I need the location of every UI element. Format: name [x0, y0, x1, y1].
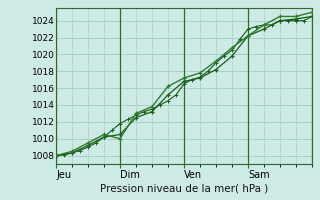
- X-axis label: Pression niveau de la mer( hPa ): Pression niveau de la mer( hPa ): [100, 184, 268, 194]
